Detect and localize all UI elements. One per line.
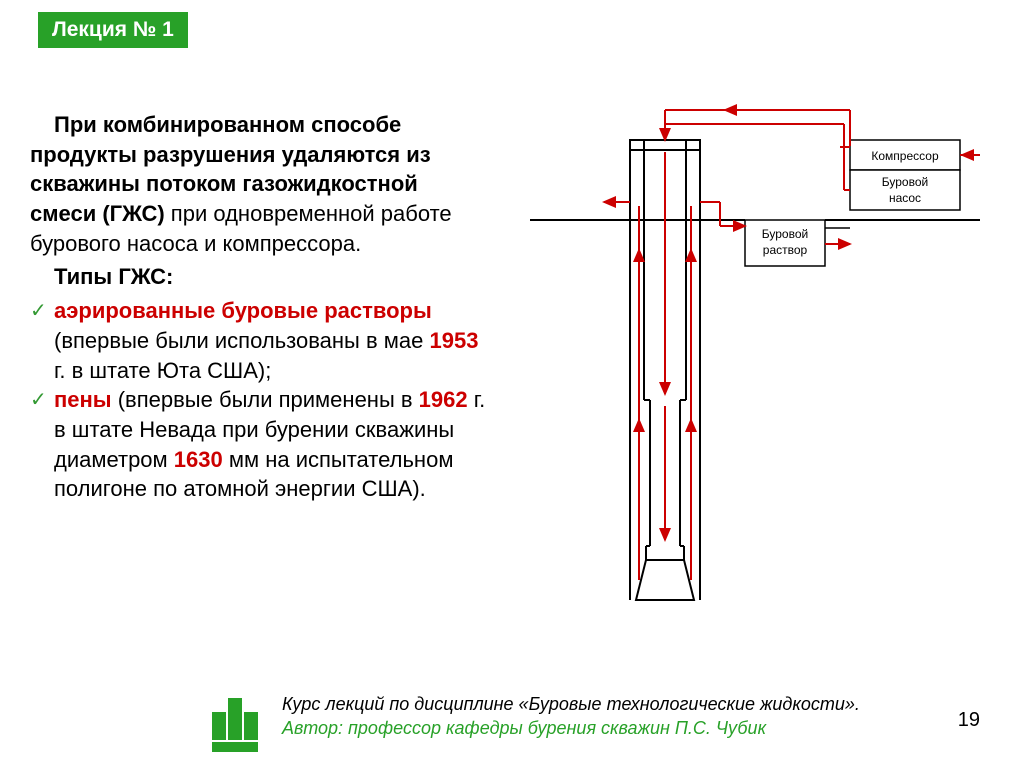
logo-icon <box>212 698 258 740</box>
b2-year: 1962 <box>419 387 474 412</box>
page-number: 19 <box>958 709 980 732</box>
b2-dia: 1630 <box>174 447 229 472</box>
b2-a: пены <box>54 387 118 412</box>
footer-text: Курс лекций по дисциплине «Буровые техно… <box>282 693 860 740</box>
svg-text:Компрессор: Компрессор <box>871 149 939 163</box>
types-label: Типы ГЖС: <box>54 264 173 289</box>
check-icon: ✓ <box>30 387 47 414</box>
footer-author: Автор: профессор кафедры бурения скважин… <box>282 717 860 740</box>
well-diagram: Буровой раствор Компрессор Буровой насос <box>510 90 1000 620</box>
svg-text:Буровой: Буровой <box>762 227 808 241</box>
footer-course: Курс лекций по дисциплине «Буровые техно… <box>282 693 860 716</box>
check-icon: ✓ <box>30 298 47 325</box>
b1-b: (впервые были использованы в мае <box>54 328 429 353</box>
svg-text:насос: насос <box>889 191 921 205</box>
body-text: При комбинированном способе продукты раз… <box>30 110 490 504</box>
b1-c: г. в штате Юта США); <box>54 358 271 383</box>
svg-text:раствор: раствор <box>763 243 808 257</box>
lecture-badge: Лекция № 1 <box>38 12 188 48</box>
b1-a: аэрированные буровые растворы <box>54 298 432 323</box>
b1-year: 1953 <box>429 328 478 353</box>
b2-b: (впервые были применены в <box>118 387 419 412</box>
svg-text:Буровой: Буровой <box>882 175 928 189</box>
